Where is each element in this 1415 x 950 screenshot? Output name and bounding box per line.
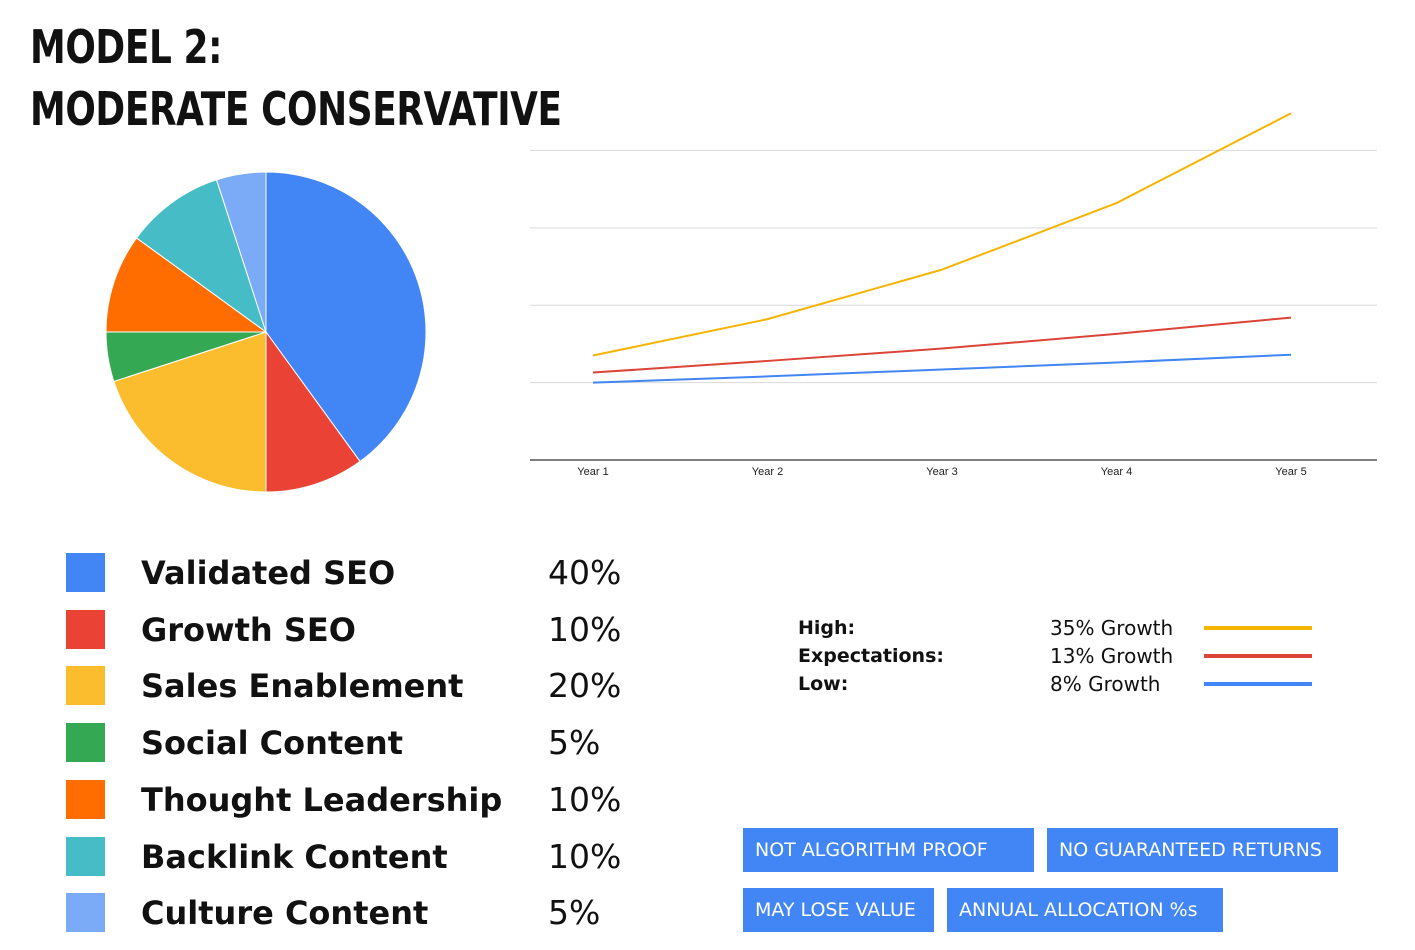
pie-slice-culture-content bbox=[215, 171, 267, 333]
growth-key-line bbox=[1204, 682, 1312, 686]
legend-label: Backlink Content bbox=[141, 837, 448, 876]
pie-slice-validated-seo bbox=[265, 171, 427, 463]
growth-key-row-high: High: 35% Growth bbox=[798, 614, 1318, 642]
legend-label: Growth SEO bbox=[141, 610, 356, 649]
legend-item-culture-content: Culture Content 5% bbox=[66, 893, 666, 933]
x-tick-year-5: Year 5 bbox=[1275, 466, 1306, 478]
x-tick-year-2: Year 2 bbox=[752, 466, 783, 478]
legend-percent: 10% bbox=[548, 836, 622, 876]
legend-percent: 40% bbox=[548, 553, 622, 592]
legend-swatch bbox=[66, 609, 105, 649]
growth-key-row-low: Low: 8% Growth bbox=[798, 670, 1318, 698]
tag-may-lose-value: MAY LOSE VALUE bbox=[743, 888, 934, 932]
page-title-line-2: MODERATE CONSERVATIVE bbox=[30, 82, 562, 136]
series-line-35-growth bbox=[592, 112, 1292, 357]
legend-label: Social Content bbox=[141, 724, 403, 763]
legend-swatch bbox=[66, 723, 105, 763]
legend-percent: 20% bbox=[548, 666, 622, 706]
growth-key-rate: 35% Growth bbox=[1050, 616, 1174, 640]
legend-percent: 5% bbox=[548, 723, 601, 763]
legend-label: Sales Enablement bbox=[141, 667, 464, 706]
legend-percent: 10% bbox=[548, 779, 622, 819]
legend-item-social-content: Social Content 5% bbox=[66, 723, 666, 763]
legend-swatch bbox=[66, 893, 105, 933]
tag-not-algorithm-proof: NOT ALGORITHM PROOF bbox=[743, 828, 1034, 872]
growth-key-label: Expectations: bbox=[798, 645, 944, 667]
growth-line-chart: Year 1 Year 2 Year 3 Year 4 Year 5 bbox=[530, 112, 1377, 478]
x-tick-year-3: Year 3 bbox=[926, 466, 957, 478]
tag-annual-allocation: ANNUAL ALLOCATION %s bbox=[947, 888, 1223, 932]
legend-swatch bbox=[66, 836, 105, 876]
legend-label: Thought Leadership bbox=[141, 780, 503, 819]
legend-item-growth-seo: Growth SEO 10% bbox=[66, 609, 666, 650]
growth-key-rate: 13% Growth bbox=[1050, 644, 1174, 668]
growth-key-line bbox=[1204, 626, 1312, 630]
growth-key-rate: 8% Growth bbox=[1050, 672, 1161, 696]
allocation-pie-chart bbox=[105, 171, 427, 493]
series-line-8-growth bbox=[592, 353, 1292, 384]
legend-percent: 10% bbox=[548, 609, 622, 649]
legend-swatch bbox=[66, 553, 105, 592]
legend-swatch bbox=[66, 666, 105, 706]
pie-slice-sales-enablement bbox=[113, 331, 267, 493]
legend-item-thought-leadership: Thought Leadership 10% bbox=[66, 779, 666, 820]
pie-slice-backlink-content bbox=[135, 179, 267, 334]
x-tick-year-4: Year 4 bbox=[1101, 466, 1132, 478]
growth-key-line bbox=[1204, 654, 1312, 658]
tag-no-guaranteed-returns: NO GUARANTEED RETURNS bbox=[1047, 828, 1338, 872]
growth-key-label: High: bbox=[798, 617, 856, 639]
growth-key-row-expectations: Expectations: 13% Growth bbox=[798, 642, 1318, 670]
growth-key-label: Low: bbox=[798, 673, 849, 695]
legend-item-validated-seo: Validated SEO 40% bbox=[66, 553, 666, 593]
legend-item-sales-enablement: Sales Enablement 20% bbox=[66, 666, 666, 706]
legend-label: Validated SEO bbox=[141, 554, 396, 592]
pie-slice-growth-seo bbox=[265, 330, 361, 493]
pie-slice-thought-leadership bbox=[105, 237, 268, 333]
legend-percent: 5% bbox=[548, 893, 601, 933]
legend-item-backlink-content: Backlink Content 10% bbox=[66, 836, 666, 877]
series-line-13-growth bbox=[592, 316, 1292, 374]
legend-label: Culture Content bbox=[141, 894, 429, 933]
legend-swatch bbox=[66, 779, 105, 819]
x-tick-year-1: Year 1 bbox=[577, 466, 608, 478]
page-title-line-1: MODEL 2: bbox=[30, 20, 223, 74]
